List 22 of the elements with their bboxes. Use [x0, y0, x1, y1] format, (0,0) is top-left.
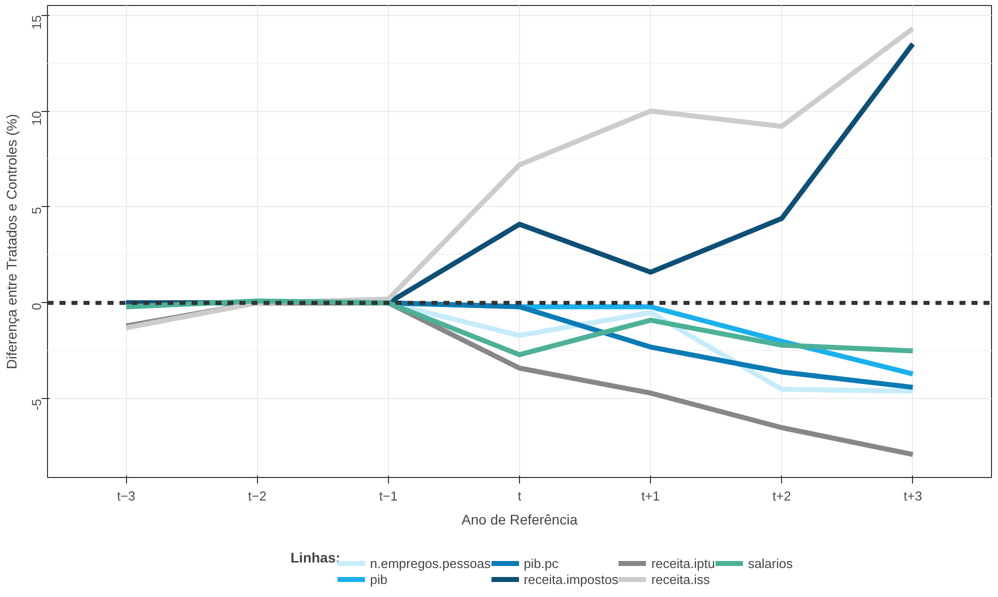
- x-tick-label: t+1: [641, 488, 660, 504]
- x-tick-label: t+3: [904, 488, 922, 504]
- legend-label: receita.iss: [651, 571, 710, 587]
- legend-title: Linhas:: [290, 550, 340, 566]
- legend-label: receita.impostos: [524, 571, 618, 587]
- y-axis-title: Diferença entre Tratados e Controles (%): [4, 114, 20, 370]
- x-tick-label: t−2: [248, 488, 266, 504]
- y-tick-label: 15: [29, 15, 44, 30]
- x-tick-label: t−3: [116, 488, 136, 504]
- x-tick-label: t+2: [772, 488, 791, 504]
- x-axis-title: Ano de Referência: [462, 512, 578, 528]
- y-tick-label: 10: [29, 111, 44, 126]
- y-tick-label: 5: [29, 206, 44, 214]
- x-tick-label: t−1: [379, 488, 398, 504]
- y-tick-label: 0: [29, 302, 44, 310]
- legend-label: n.empregos.pessoas: [370, 555, 491, 571]
- y-tick-label: -5: [29, 398, 44, 410]
- legend-label: receita.iptu: [651, 555, 715, 571]
- legend-label: pib: [370, 571, 388, 587]
- x-tick-label: t: [518, 488, 522, 504]
- legend-label: salarios: [748, 555, 793, 571]
- legend-label: pib.pc: [524, 555, 558, 571]
